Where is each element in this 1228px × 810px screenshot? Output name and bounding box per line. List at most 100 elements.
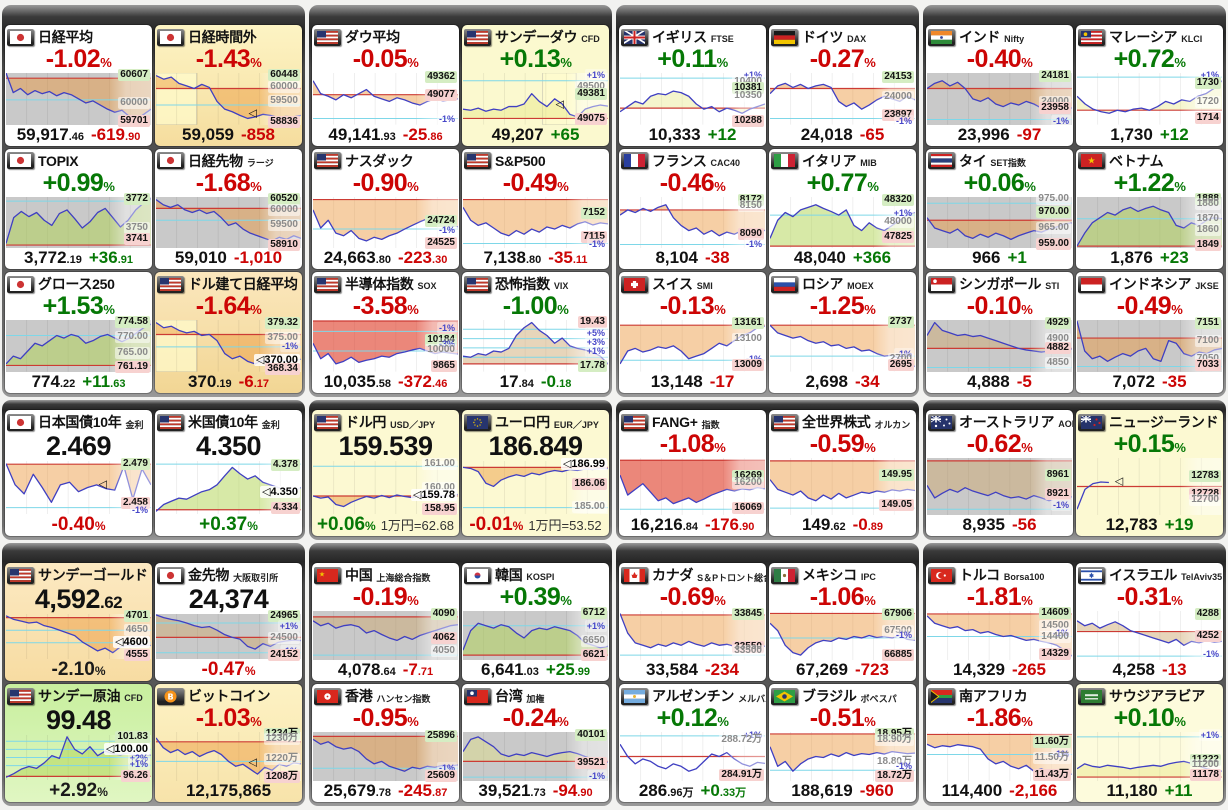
market-tile-malaysia-klci[interactable]: マレーシア KLCI +0.72% +1% 1730 1720 1714 1,730 +12 bbox=[1076, 25, 1223, 146]
market-sub-label: KOSPI bbox=[526, 572, 555, 582]
tile-header: S&P500 bbox=[462, 149, 609, 170]
change-main: -619 bbox=[90, 124, 126, 144]
axis-label: 2.458 bbox=[120, 497, 150, 510]
axis-label: 11178 bbox=[1190, 768, 1221, 781]
mini-chart: +1%495004938149075◁ bbox=[463, 69, 608, 126]
market-tile-fang-plus[interactable]: FANG+ 指数 -1.08% 16269 16200 16069 16,216.84 -17… bbox=[619, 410, 766, 536]
current-value: 188,619 bbox=[791, 781, 852, 801]
percent-value: -0.10 bbox=[966, 292, 1022, 321]
market-tile-south-africa[interactable]: 南アフリカ-1.86%11.60万-1%11.50万11.43万114,400-… bbox=[926, 684, 1073, 802]
market-tile-vietnam[interactable]: ★ベトナム+1.22%188818801870186018491,876+23 bbox=[1076, 148, 1223, 270]
tile-header: 恐怖指数 VIX bbox=[462, 272, 609, 293]
percent-sign: % bbox=[103, 178, 115, 194]
market-tile-usdjpy[interactable]: ドル円 USD／JPY 159.539 161.00 160.00 ◁159.78 158.… bbox=[312, 410, 459, 536]
market-tile-nikkei-fut[interactable]: 日経先物 ラージ -1.68% 60520 60000 59500 58910 59,010-… bbox=[155, 148, 302, 270]
axis-label: -1% bbox=[436, 113, 457, 126]
axis-label: 10184 bbox=[425, 333, 457, 346]
market-tile-topix[interactable]: TOPIX +0.99% 3772 3750 3741 3,772.19 +36.91 bbox=[5, 148, 152, 270]
sg-flag-icon bbox=[931, 277, 952, 291]
flag-tab bbox=[464, 413, 491, 431]
percent-value: -1.81 bbox=[966, 583, 1022, 611]
market-tile-korea-kospi[interactable]: 韓国 KOSPI +0.39% 6712 +1% 6650 6621 6,641.03 +25.… bbox=[462, 563, 609, 681]
market-tile-nikkei-ah[interactable]: 日経時間外 -1.43% 60448 60000 59500 58836 ◁ 59,059 -8… bbox=[155, 25, 302, 146]
market-tile-taiwan-taiex[interactable]: 台湾 加権 -0.24% 40101 39521 -1% 39,521.73 -94.90 bbox=[462, 684, 609, 802]
market-tile-france-cac40[interactable]: フランス CAC40 -0.46% 8172 8150 8090 -1% 8,104 -38 bbox=[619, 148, 766, 270]
percent-sign: % bbox=[407, 55, 419, 70]
market-tile-sox[interactable]: 半導体指数SOX-3.58%-1%10184-3%10000986510,035… bbox=[312, 272, 459, 393]
market-tile-ust10y[interactable]: 米国債10年 金利 4.350 4.378 ◁4.350 4.334 +0.37% bbox=[155, 410, 302, 536]
flag-tab bbox=[1078, 687, 1105, 705]
value-main: 13,148 bbox=[650, 371, 703, 391]
tile-header: 香港 ハンセン指数 bbox=[312, 684, 459, 705]
market-tile-sp500[interactable]: S&P500 -0.49% 7152 7115 -1% 7,138.80 -35.11 bbox=[462, 148, 609, 270]
value-row: 11,180 +11 bbox=[1076, 781, 1223, 802]
percent-sign: % bbox=[250, 302, 262, 318]
market-tile-new-zealand[interactable]: ニュージーランド+0.15%127831272812700◁12,783+19 bbox=[1076, 410, 1223, 536]
percent-row: -0.40% bbox=[5, 514, 152, 536]
market-tile-jgb10y[interactable]: 日本国債10年 金利 2.469 2.479 2.458 -1% ◁ -0.40% bbox=[5, 410, 152, 536]
market-tile-canada-tsx[interactable]: カナダS＆Pトロント総合-0.69%33845335503350033,584-… bbox=[619, 563, 766, 681]
market-tile-vix[interactable]: 恐怖指数 VIX -1.00% 19.43 +5% +3% +1% 17.78 17.84 -0.… bbox=[462, 272, 609, 393]
market-sub-label: 上海総合指数 bbox=[376, 572, 431, 583]
cursor-marker-icon: ◁ bbox=[1114, 475, 1124, 488]
market-tile-hongkong-hangseng[interactable]: 香港 ハンセン指数 -0.95% 25896 -1% 25609 25,679.78 -245… bbox=[312, 684, 459, 802]
percent-change: -0.47% bbox=[202, 659, 256, 681]
market-tile-indonesia-jkse[interactable]: インドネシア JKSE -0.49% 7151 7100 7050 7033 7,072 -35 bbox=[1076, 272, 1223, 393]
market-tile-nikkei-usd[interactable]: ドル建て日経平均 -1.64% 379.32 375.00 -1% ◁370.00 368.… bbox=[155, 272, 302, 393]
market-tile-mexico-ipc[interactable]: メキシコ IPC -1.06% 67906 67500 -1% 66885 67,269 -72… bbox=[769, 563, 916, 681]
nz-flag-icon bbox=[1081, 415, 1102, 429]
current-value: 4,888 bbox=[967, 372, 1010, 392]
market-tile-india-nifty[interactable]: インドNifty-0.40%241812400023958-1%23,996-9… bbox=[926, 25, 1073, 146]
market-tile-sunday-oil[interactable]: サンデー原油 CFD 99.48 101.83 ◁100.00 +2% +1% 96.26 +2… bbox=[5, 684, 152, 802]
market-tile-saudi-arabia[interactable]: サウジアラビア+0.10%+1%11222112001117811,180 +11 bbox=[1076, 684, 1223, 802]
market-tile-sunday-dow[interactable]: サンデーダウCFD+0.13%+1%495004938149075◁49,207… bbox=[462, 25, 609, 146]
market-tile-bitcoin[interactable]: Bビットコイン-1.03%1234万1230万1220万1208万◁12,175… bbox=[155, 684, 302, 802]
market-tile-nikkei[interactable]: 日経平均 -1.02% 60607 60000 59701 59,917.46 -619.9… bbox=[5, 25, 152, 146]
market-tile-uk-ftse[interactable]: イギリスFTSE+0.11%+1%1040010381103501028810,… bbox=[619, 25, 766, 146]
market-tile-acwi[interactable]: 全世界株式 オルカン -0.59% 149.95 149.05 149.62 -0.89 bbox=[769, 410, 916, 536]
band-row-3: サンデーゴールド 4,592.62 4701 4650 ◁4600 4555 -2.10% 金… bbox=[2, 543, 1228, 806]
market-tile-china-shanghai[interactable]: ★ 中国 上海総合指数 -0.19% 4090 4062 4050 4,078.64 -7.71 bbox=[312, 563, 459, 681]
axis-label: 1714 bbox=[1194, 112, 1221, 125]
market-tile-brazil-bovespa[interactable]: ブラジルボベスパ-0.51%18.95万18.90万18.80万-1%18.72… bbox=[769, 684, 916, 802]
market-tile-dow[interactable]: ダウ平均 -0.05% 49362 49077 -1% 49,141.93 -25.86 bbox=[312, 25, 459, 146]
market-tile-turkey-borsa100[interactable]: トルコBorsa100-1.81%1460914500-1%1440014329… bbox=[926, 563, 1073, 681]
change-main: -17 bbox=[709, 371, 735, 391]
market-tile-sunday-gold[interactable]: サンデーゴールド 4,592.62 4701 4650 ◁4600 4555 -2.10% bbox=[5, 563, 152, 681]
nikkei-sparkline-chart bbox=[6, 73, 151, 125]
change-main: -94 bbox=[552, 781, 578, 800]
market-tile-germany-dax[interactable]: ドイツ DAX -0.27% 24153 24000 23897 -1% 24,018 -65 bbox=[769, 25, 916, 146]
market-tile-argentina-merval[interactable]: アルゼンチンメルバル+0.12%+1%288.72万284.91万286.96万… bbox=[619, 684, 766, 802]
market-tile-thailand-set[interactable]: タイ SET指数 +0.06% 975.00 970.00 965.00 959.00 966… bbox=[926, 148, 1073, 270]
market-tile-italy-mib[interactable]: イタリア MIB +0.77% 48320 +1% 48000 47825 48,040 +36… bbox=[769, 148, 916, 270]
percent-value: +0.12 bbox=[656, 704, 718, 732]
current-value: 11,180 bbox=[1107, 781, 1158, 801]
market-tile-eurjpy[interactable]: ユーロ円 EUR／JPY 186.849 ◁186.99 186.06 185.00 -0.… bbox=[462, 410, 609, 536]
market-tile-singapore-sti[interactable]: シンガポール STI -0.10% 4929 4900 4882 4850 4,888 -5 bbox=[926, 272, 1073, 393]
value-change: -723 bbox=[855, 660, 889, 680]
flag-tab bbox=[464, 152, 491, 170]
market-tile-growth250[interactable]: グロース250 +1.53% 774.58 770.00 765.00 761.19 774… bbox=[5, 272, 152, 393]
tile-header: グロース250 bbox=[5, 272, 152, 293]
change-decimals: .90 bbox=[739, 521, 755, 533]
current-value: 4,078.64 bbox=[338, 660, 396, 680]
value-row: 3,772.19 +36.91 bbox=[5, 248, 152, 269]
axis-label: 60607 bbox=[118, 69, 150, 82]
market-tile-nasdaq[interactable]: ナスダック -0.90% 24724 -1% 24525 24,663.80 -223.30 bbox=[312, 148, 459, 270]
current-value: 1,876 bbox=[1110, 248, 1153, 268]
il-flag-icon bbox=[1081, 568, 1102, 582]
market-tile-gold-futures[interactable]: 金先物大阪取引所24,37424965+1%24500-1%24152-0.47… bbox=[155, 563, 302, 681]
in-flag-icon bbox=[931, 30, 952, 44]
percent-value: -0.49 bbox=[502, 168, 558, 197]
change-decimals: .11 bbox=[572, 254, 588, 267]
tile-header: ドル円 USD／JPY bbox=[312, 410, 459, 431]
market-tile-israel-telaviv35[interactable]: イスラエル TelAviv35 -0.31% 4288 4252 -1% 4,258 -13 bbox=[1076, 563, 1223, 681]
percent-value: -0.49 bbox=[1116, 292, 1172, 321]
value-main: 24,018 bbox=[800, 124, 853, 144]
percent-change: -0.24% bbox=[462, 705, 609, 732]
us-flag-icon bbox=[774, 415, 795, 429]
